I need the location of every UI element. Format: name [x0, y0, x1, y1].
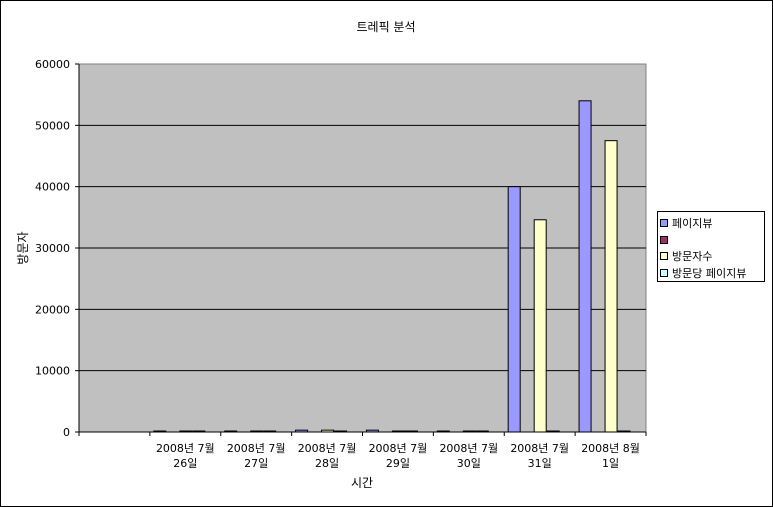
x-tick-label: 27일: [244, 456, 268, 470]
x-tick-label: 2008년 7월: [156, 442, 215, 455]
bars: [153, 100, 631, 433]
legend-label: 방문당 페이지뷰: [672, 266, 747, 280]
x-tick-label: 2008년 8월: [581, 442, 640, 455]
legend-label: 페이지뷰: [672, 217, 713, 231]
gridlines: [79, 124, 646, 372]
legend-swatch: [660, 252, 668, 261]
x-tick-label: 26일: [173, 456, 197, 470]
legend-swatch: [660, 219, 668, 228]
legend-swatch: [660, 268, 668, 277]
x-tick-label: 29일: [386, 456, 410, 470]
x-tick-label: 2008년 7월: [227, 442, 286, 455]
x-tick-label: 30일: [457, 456, 481, 470]
legend-item: [660, 232, 764, 249]
bar-series-2-cat-6: [533, 219, 547, 433]
y-tick-label: 50000: [35, 119, 70, 132]
y-tick-labels: 0 10000 20000 30000 40000 50000 60000: [35, 58, 70, 439]
x-tick-label: 2008년 7월: [298, 442, 357, 455]
x-tick-label: 2008년 7월: [369, 442, 428, 455]
x-tick-label: 28일: [315, 456, 339, 470]
y-tick-label: 40000: [35, 181, 70, 194]
x-tick-label: 2008년 7월: [439, 442, 498, 455]
x-axis-label: 시간: [351, 476, 373, 490]
bar-series-0-cat-6: [507, 186, 521, 433]
x-tick-label: 31일: [528, 456, 552, 470]
legend-item: 방문자수: [660, 248, 764, 265]
legend-item: 페이지뷰: [660, 215, 764, 232]
y-tick-label: 60000: [35, 58, 70, 71]
y-tick-label: 30000: [35, 242, 70, 255]
legend-label: 방문자수: [672, 250, 713, 264]
chart-title: 트레픽 분석: [356, 20, 415, 34]
x-tick-label: 2008년 7월: [510, 442, 569, 455]
y-axis-label: 방문자: [16, 231, 30, 264]
bar-series-2-cat-7: [604, 140, 618, 433]
legend-swatch: [660, 235, 668, 244]
x-tick-label: 1일: [602, 456, 619, 470]
y-tick-label: 20000: [35, 303, 70, 316]
y-tick-label: 0: [63, 426, 70, 439]
axes: [75, 63, 647, 436]
bar-series-0-cat-7: [578, 100, 592, 433]
legend-item: 방문당 페이지뷰: [660, 265, 764, 282]
y-tick-label: 10000: [35, 365, 70, 378]
